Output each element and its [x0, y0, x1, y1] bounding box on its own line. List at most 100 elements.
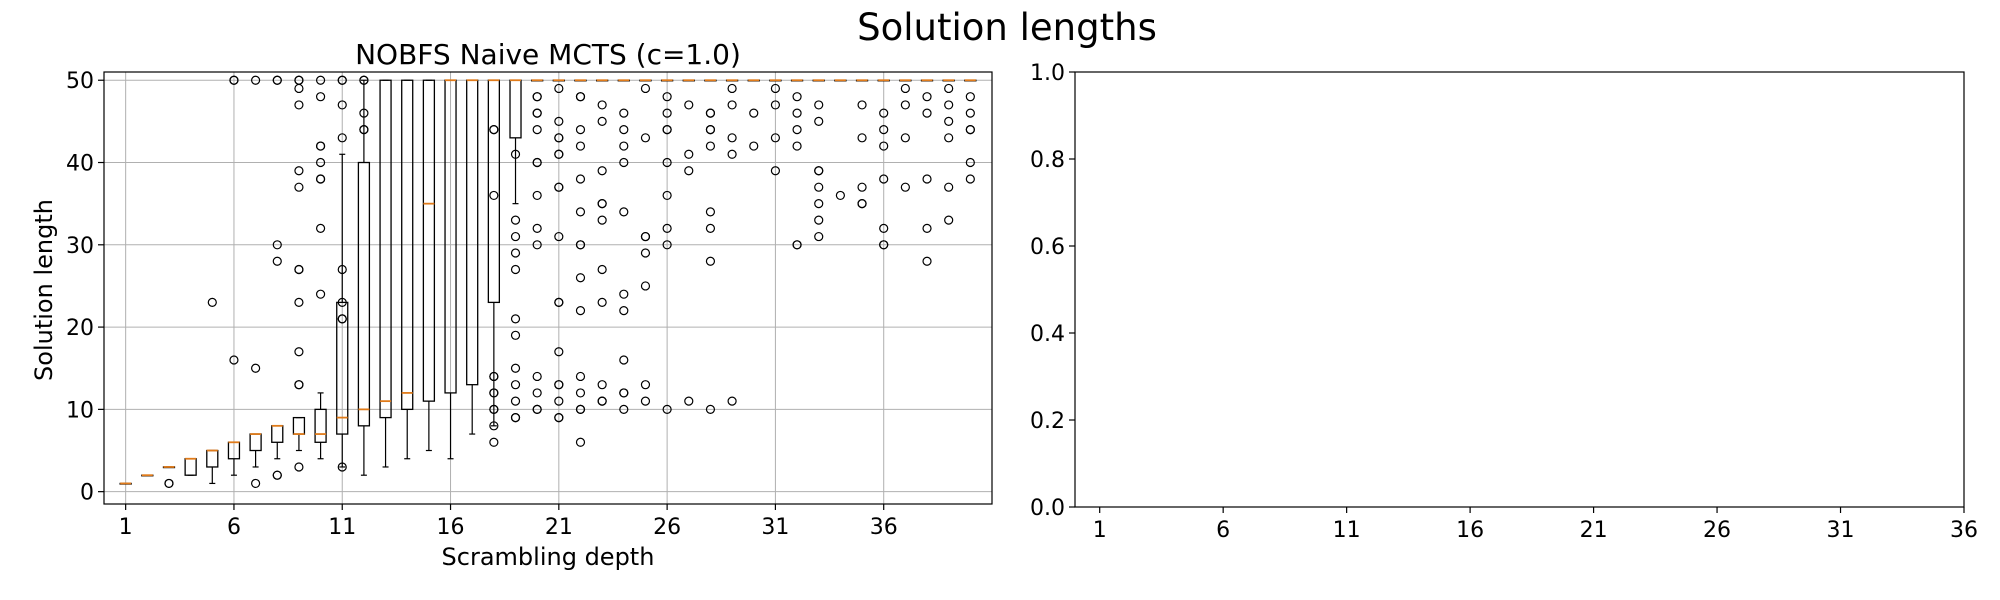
box-outlier-point: [532, 108, 542, 118]
box-outlier-point: [619, 404, 629, 414]
box-outlier-point: [684, 166, 694, 176]
box-outlier-point: [900, 133, 910, 143]
box-outlier-point: [662, 190, 672, 201]
box-outlier-point: [770, 133, 781, 143]
box-outlier-point: [575, 371, 586, 382]
right-ytick-label: 0.4: [1030, 322, 1065, 347]
box-outlier-point: [315, 223, 326, 233]
left-x-axis-title: Scrambling depth: [442, 543, 655, 571]
right-ytick-label: 0.2: [1030, 409, 1065, 434]
box-outlier-point: [770, 83, 781, 94]
box-outlier-point: [251, 363, 261, 373]
box-outlier-point: [359, 108, 369, 118]
box-outlier-point: [792, 125, 802, 135]
box-outlier-point: [857, 133, 867, 143]
left-xtick-label: 6: [227, 515, 241, 540]
box-outlier-point: [315, 174, 326, 184]
box-outlier-point: [272, 75, 282, 85]
box-depth-24: [617, 79, 630, 414]
box-outlier-point: [597, 396, 607, 406]
box-outlier-point: [965, 157, 975, 168]
box-depth-22: [574, 79, 587, 447]
box-outlier-point: [814, 100, 824, 110]
box-outlier-point: [619, 355, 629, 365]
box-outlier-point: [879, 141, 889, 151]
box-depth-33: [812, 79, 825, 242]
right-subplot: 1 6 11 16 21 26 31 36 0.00.20.40.60.81.0: [1030, 61, 1978, 543]
box-outlier-point: [294, 75, 304, 85]
right-ytick-label: 0.0: [1030, 496, 1065, 521]
box-outlier-point: [619, 108, 629, 118]
box-outlier-point: [965, 108, 975, 118]
box-depth-3: [162, 466, 176, 489]
box-iqr: [379, 79, 392, 419]
box-outlier-point: [272, 256, 282, 266]
left-xtick-label: 26: [653, 515, 681, 540]
box-outlier-point: [337, 297, 347, 307]
box-outlier-point: [554, 347, 564, 357]
box-outlier-point: [575, 92, 586, 102]
box-outlier-point: [944, 116, 954, 126]
box-outlier-point: [294, 264, 304, 275]
box-outlier-point: [814, 231, 824, 242]
box-outlier-point: [510, 231, 521, 242]
left-ytick-label: 40: [66, 152, 94, 177]
box-outlier-point: [532, 240, 542, 250]
box-outlier-point: [944, 133, 954, 143]
box-outlier-point: [792, 92, 802, 102]
box-outlier-point: [705, 256, 716, 266]
box-outlier-point: [900, 182, 910, 192]
box-outlier-point: [879, 125, 889, 135]
box-outlier-point: [315, 157, 326, 168]
left-y-axis-title: Solution length: [30, 199, 58, 381]
box-outlier-point: [294, 166, 304, 176]
box-outlier-point: [705, 141, 716, 151]
box-outlier-point: [294, 462, 304, 472]
box-depth-28: [704, 79, 717, 414]
box-depth-10: [314, 75, 327, 460]
box-outlier-point: [619, 141, 629, 151]
box-depth-32: [790, 79, 804, 250]
left-xtick-label: 31: [761, 515, 789, 540]
left-xtick-label: 36: [870, 515, 898, 540]
box-outlier-point: [554, 83, 564, 94]
box-outlier-point: [510, 363, 521, 373]
box-outlier-point: [489, 437, 499, 447]
box-outlier-point: [489, 388, 499, 398]
right-xtick-label: 16: [1456, 518, 1484, 543]
box-outlier-point: [662, 157, 672, 168]
box-outlier-point: [510, 314, 521, 324]
box-depth-8: [271, 75, 284, 480]
right-xtick-label: 11: [1333, 518, 1361, 543]
box-depth-31: [769, 79, 782, 176]
box-outlier-point: [727, 100, 737, 110]
box-outlier-point: [575, 437, 586, 447]
box-outlier-point: [619, 388, 629, 398]
box-outlier-point: [272, 240, 282, 250]
box-depth-7: [249, 75, 262, 489]
box-outlier-point: [294, 297, 304, 307]
box-outlier-point: [597, 116, 607, 126]
box-outlier-point: [727, 83, 737, 94]
box-outlier-point: [662, 92, 672, 102]
box-depth-9: [292, 75, 306, 472]
box-depth-5: [206, 297, 219, 485]
box-outlier-point: [922, 174, 932, 184]
box-outlier-point: [597, 199, 607, 209]
box-outlier-point: [965, 174, 975, 184]
box-outlier-point: [489, 371, 499, 382]
box-outlier-point: [922, 256, 932, 266]
box-outlier-point: [879, 240, 889, 250]
right-xtick-label: 26: [1703, 518, 1731, 543]
left-subplot-title: NOBFS Naive MCTS (c=1.0): [355, 38, 741, 71]
box-outlier-point: [944, 83, 954, 94]
box-outlier-point: [640, 380, 651, 390]
right-xtick-label: 21: [1580, 518, 1608, 543]
box-outlier-point: [944, 100, 954, 110]
box-outlier-point: [207, 297, 217, 307]
box-depth-19: [509, 79, 522, 423]
box-outlier-point: [619, 125, 629, 135]
box-outlier-point: [619, 157, 629, 168]
box-iqr: [401, 79, 414, 411]
